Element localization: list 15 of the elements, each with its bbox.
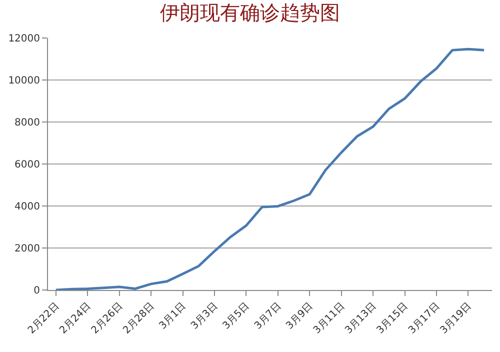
y-tick-label: 6000 bbox=[14, 160, 40, 170]
x-tick-label: 2月28日 bbox=[121, 300, 157, 336]
y-tick-label: 4000 bbox=[14, 202, 40, 212]
chart-title: 伊朗现有确诊趋势图 bbox=[160, 0, 340, 24]
x-tick-label: 3月19日 bbox=[438, 300, 474, 336]
y-tick-label: 8000 bbox=[14, 118, 40, 128]
y-tick-label: 12000 bbox=[8, 34, 40, 44]
y-tick-label: 0 bbox=[34, 286, 40, 296]
x-tick-label: 3月1日 bbox=[158, 300, 188, 332]
x-tick-label: 3月5日 bbox=[220, 300, 252, 332]
x-tick-label: 3月3日 bbox=[189, 300, 220, 332]
x-tick-label: 3月7日 bbox=[252, 300, 284, 332]
y-tick-label: 10000 bbox=[8, 76, 40, 86]
y-tick-label: 2000 bbox=[14, 244, 40, 254]
line-series bbox=[54, 48, 486, 290]
